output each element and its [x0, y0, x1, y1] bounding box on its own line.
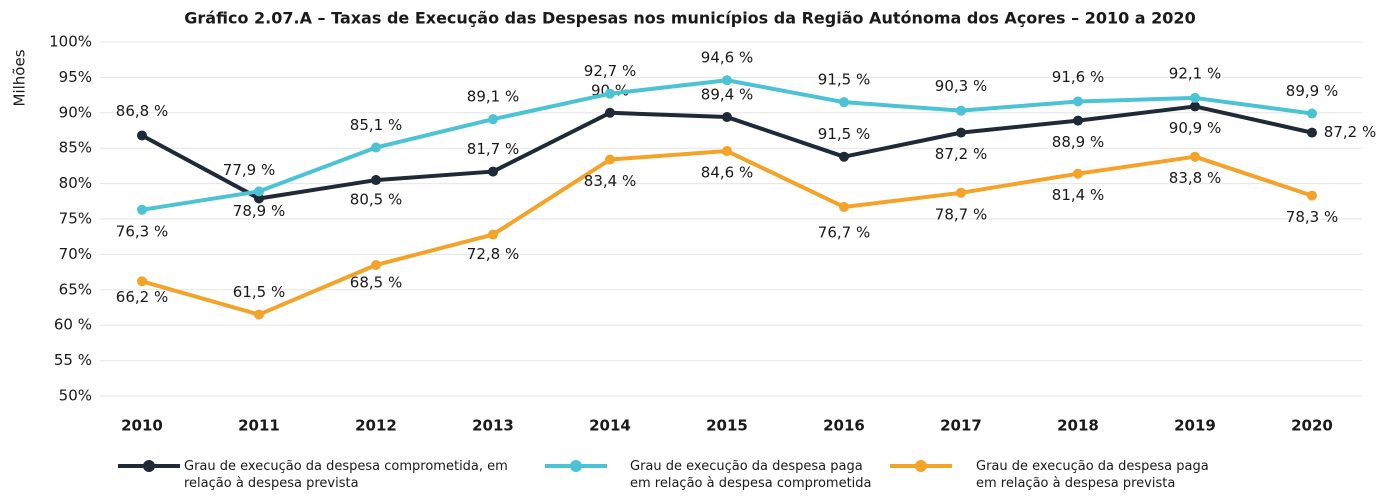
data-label: 87,2 % — [1324, 123, 1376, 141]
series-point — [1073, 115, 1083, 126]
y-tick-label: 55 % — [54, 351, 92, 369]
data-label: 91,5 % — [818, 125, 870, 143]
x-tick-label: 2012 — [355, 417, 397, 435]
series-point — [488, 114, 498, 125]
data-label: 86,8 % — [116, 102, 168, 120]
series-point — [1190, 101, 1200, 112]
x-tick-label: 2017 — [940, 417, 982, 435]
data-label: 61,5 % — [233, 283, 285, 301]
data-label: 89,4 % — [701, 86, 753, 104]
series-point — [488, 229, 498, 240]
data-label: 83,8 % — [1169, 169, 1221, 187]
series-point — [254, 309, 264, 320]
data-label: 92,1 % — [1169, 64, 1221, 82]
data-label: 76,3 % — [116, 222, 168, 240]
data-label: 78,3 % — [1286, 208, 1338, 226]
data-label: 81,7 % — [467, 140, 519, 158]
x-tick-label: 2015 — [706, 417, 748, 435]
series-point — [722, 75, 732, 86]
legend-label: Grau de execução da despesa paga em rela… — [976, 459, 1209, 491]
series-point — [839, 201, 849, 212]
data-label: 84,6 % — [701, 164, 753, 182]
series-point — [254, 193, 264, 204]
series-point — [137, 130, 147, 141]
y-tick-label: 90% — [59, 103, 92, 121]
data-label: 87,2 % — [935, 145, 987, 163]
data-label: 83,4 % — [584, 172, 636, 190]
series-point — [605, 107, 615, 118]
series-point — [137, 204, 147, 215]
data-label: 92,7 % — [584, 62, 636, 80]
data-label: 88,9 % — [1052, 133, 1104, 151]
data-label: 72,8 % — [467, 245, 519, 263]
x-tick-label: 2013 — [472, 417, 514, 435]
series-point — [1190, 151, 1200, 162]
y-tick-label: 85% — [59, 139, 92, 157]
legend-marker — [570, 460, 582, 472]
series-point — [605, 88, 615, 99]
y-tick-label: 65% — [59, 280, 92, 298]
series-point — [371, 260, 381, 271]
series-point — [839, 151, 849, 162]
data-label: 78,7 % — [935, 205, 987, 223]
data-label: 76,7 % — [818, 223, 870, 241]
x-tick-label: 2016 — [823, 417, 865, 435]
data-label: 89,9 % — [1286, 82, 1338, 100]
series-point — [839, 97, 849, 108]
series-point — [1307, 108, 1317, 119]
y-tick-label: 75% — [59, 210, 92, 228]
x-tick-label: 2020 — [1291, 417, 1333, 435]
series-point — [371, 142, 381, 153]
y-tick-label: 60 % — [54, 316, 92, 334]
data-label: 85,1 % — [350, 116, 402, 134]
y-axis-label: Milhões — [11, 49, 29, 106]
series-point — [956, 105, 966, 116]
series-point — [1307, 190, 1317, 201]
series-point — [605, 154, 615, 165]
data-label: 89,1 % — [467, 88, 519, 106]
legend-marker — [143, 460, 155, 472]
series-point — [254, 186, 264, 197]
y-tick-label: 70% — [59, 245, 92, 263]
series-point — [956, 127, 966, 138]
y-tick-label: 95% — [59, 68, 92, 86]
series-point — [1073, 96, 1083, 107]
data-label: 90,3 % — [935, 77, 987, 95]
data-label: 80,5 % — [350, 191, 402, 209]
legend-marker — [915, 460, 927, 472]
series-point — [1073, 168, 1083, 179]
data-label: 81,4 % — [1052, 186, 1104, 204]
data-label: 91,6 % — [1052, 68, 1104, 86]
x-tick-label: 2010 — [121, 417, 163, 435]
data-label: 77,9 % — [223, 161, 275, 179]
series-point — [1307, 127, 1317, 138]
x-tick-label: 2018 — [1057, 417, 1099, 435]
data-label: 94,6 % — [701, 49, 753, 67]
legend-label: Grau de execução da despesa paga em rela… — [630, 459, 872, 491]
y-tick-label: 80% — [59, 174, 92, 192]
data-label: 90,9 % — [1169, 119, 1221, 137]
series-point — [722, 146, 732, 157]
x-tick-label: 2014 — [589, 417, 631, 435]
series-point — [137, 276, 147, 287]
data-label: 78,9 % — [233, 202, 285, 220]
series-point — [722, 112, 732, 123]
data-label: 91,5 % — [818, 71, 870, 89]
data-label: 66,2 % — [116, 288, 168, 306]
series-point — [371, 175, 381, 186]
chart-title: Gráfico 2.07.A – Taxas de Execução das D… — [184, 9, 1195, 28]
data-label: 68,5 % — [350, 274, 402, 292]
y-tick-label: 50% — [59, 387, 92, 405]
series-point — [1190, 92, 1200, 103]
y-tick-label: 100% — [49, 33, 92, 51]
series-point — [956, 187, 966, 198]
x-tick-label: 2019 — [1174, 417, 1216, 435]
x-tick-label: 2011 — [238, 417, 280, 435]
series-point — [488, 166, 498, 177]
legend-label: Grau de execução da despesa comprometida… — [184, 459, 508, 491]
